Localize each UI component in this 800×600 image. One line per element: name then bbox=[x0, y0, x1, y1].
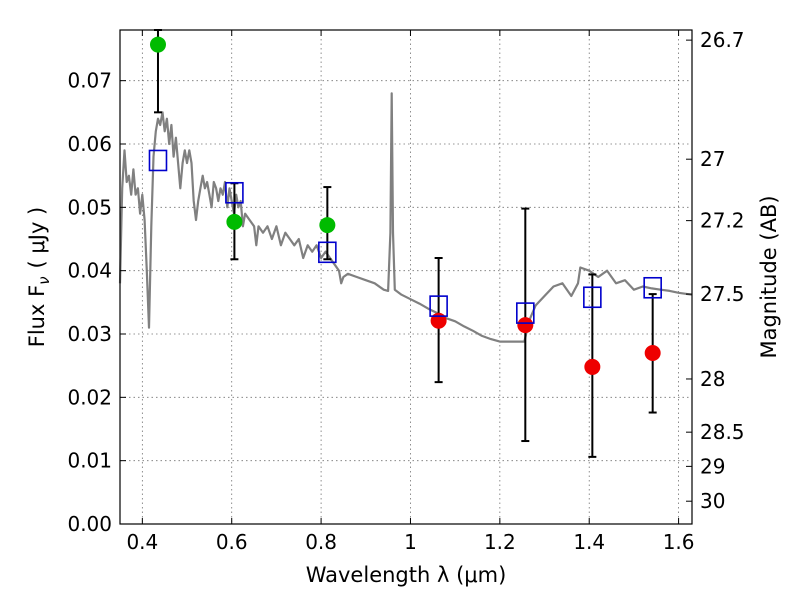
y2-axis-title: Magnitude (AB) bbox=[757, 195, 781, 358]
nondetection-point bbox=[584, 358, 601, 375]
x-tick-label: 1.4 bbox=[573, 530, 605, 554]
y2-tick-label: 28 bbox=[700, 367, 725, 391]
model-square bbox=[148, 149, 168, 172]
label-layer: 0.4 0.6 0.8 1 1.2 1.4 1.6 0.00 0.01 0.02 0.03 0.04 0… bbox=[67, 28, 744, 554]
y-axis-title-main: Flux F bbox=[25, 285, 49, 347]
nondetection-point bbox=[517, 317, 534, 334]
x-axis-title: Wavelength λ (μm) bbox=[306, 563, 507, 587]
x-tick-label: 1.2 bbox=[484, 530, 516, 554]
detection-point bbox=[319, 217, 336, 234]
x-tick-label: 1 bbox=[404, 530, 417, 554]
y2-tick-label: 27.5 bbox=[700, 282, 745, 306]
y-tick-label: 0.01 bbox=[67, 449, 112, 473]
x-tick-label: 0.6 bbox=[216, 530, 248, 554]
y2-tick-label: 29 bbox=[700, 454, 725, 478]
model-square bbox=[225, 181, 244, 204]
model-square bbox=[583, 286, 602, 309]
nondetection-point bbox=[430, 312, 447, 329]
x-tick-label: 1.6 bbox=[663, 530, 695, 554]
y2-tick-label: 30 bbox=[700, 489, 725, 513]
x-tick-label: 0.4 bbox=[126, 530, 158, 554]
grid-layer bbox=[120, 30, 692, 525]
detection-point bbox=[149, 36, 166, 53]
y-axis-title-sub: ν bbox=[35, 276, 53, 284]
y2-tick-label: 28.5 bbox=[700, 420, 745, 444]
spectrum-line bbox=[118, 92, 693, 343]
tick-layer bbox=[120, 30, 692, 525]
y-tick-label: 0.03 bbox=[67, 322, 112, 346]
y-tick-label: 0.02 bbox=[67, 385, 112, 409]
errorbar-layer bbox=[153, 29, 657, 458]
model-square bbox=[429, 295, 448, 317]
model-square bbox=[643, 276, 662, 299]
detection-point bbox=[226, 213, 243, 230]
y2-tick-label: 27.2 bbox=[700, 209, 745, 233]
y-tick-label: 0.06 bbox=[67, 132, 112, 156]
y-tick-label: 0.04 bbox=[67, 259, 112, 283]
y-axis-title-unit: ( μJy ) bbox=[25, 207, 49, 269]
y2-tick-label: 27 bbox=[700, 147, 725, 171]
model-square bbox=[516, 302, 535, 324]
y-tick-label: 0.07 bbox=[67, 69, 112, 93]
svg-text:Flux Fν( μJy ): Flux Fν ( μJy ) bbox=[25, 207, 53, 348]
y2-tick-label: 26.7 bbox=[700, 28, 745, 52]
model-layer bbox=[148, 149, 662, 324]
model-square bbox=[318, 241, 337, 264]
y-tick-label: 0.00 bbox=[67, 512, 112, 536]
y-tick-label: 0.05 bbox=[67, 195, 112, 219]
nondetection-point bbox=[644, 345, 661, 361]
y-axis-title: Flux Fν ( μJy ) bbox=[25, 207, 53, 348]
x-tick-label: 0.8 bbox=[305, 530, 337, 554]
spectrum-layer bbox=[118, 92, 693, 343]
plot-frame bbox=[119, 29, 693, 525]
point-layer bbox=[149, 36, 661, 375]
